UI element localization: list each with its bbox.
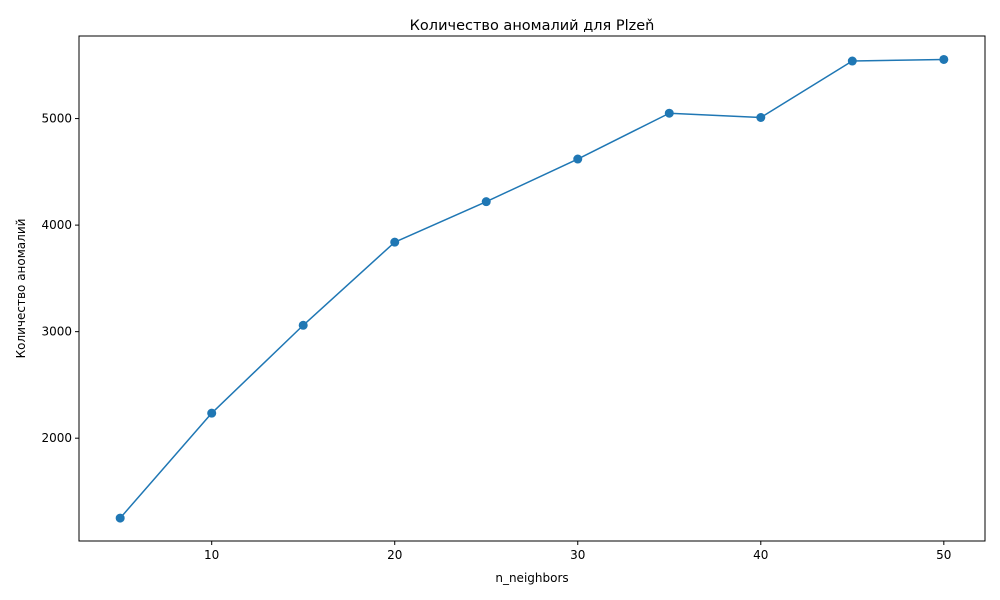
y-tick-label: 2000 <box>41 431 72 445</box>
data-point <box>390 237 400 247</box>
y-tick-label: 5000 <box>41 112 72 126</box>
data-point <box>481 197 491 207</box>
data-point <box>573 154 583 164</box>
x-axis-title: n_neighbors <box>495 571 568 585</box>
x-tick-label: 40 <box>753 548 768 562</box>
data-point <box>664 108 674 118</box>
series-line <box>119 58 945 519</box>
data-point <box>939 54 949 64</box>
x-axis-ticks: 10 20 30 40 50 <box>204 541 951 562</box>
chart-title: Количество аномалий для Plzeň <box>410 18 655 34</box>
y-tick-label: 4000 <box>41 218 72 232</box>
data-point <box>756 113 766 122</box>
x-tick-label: 10 <box>204 548 219 562</box>
y-axis-title: Количество аномалий <box>14 219 28 359</box>
series-layer <box>115 54 949 523</box>
y-axis-ticks: 2000 3000 4000 5000 <box>41 112 79 445</box>
x-tick-label: 50 <box>936 548 951 562</box>
y-tick-label: 3000 <box>41 325 72 339</box>
data-point <box>298 320 308 330</box>
data-point <box>847 56 857 66</box>
data-point <box>207 408 217 418</box>
data-point <box>115 513 125 523</box>
x-tick-label: 20 <box>387 548 402 562</box>
plot-frame <box>78 35 986 542</box>
x-tick-label: 30 <box>570 548 585 562</box>
